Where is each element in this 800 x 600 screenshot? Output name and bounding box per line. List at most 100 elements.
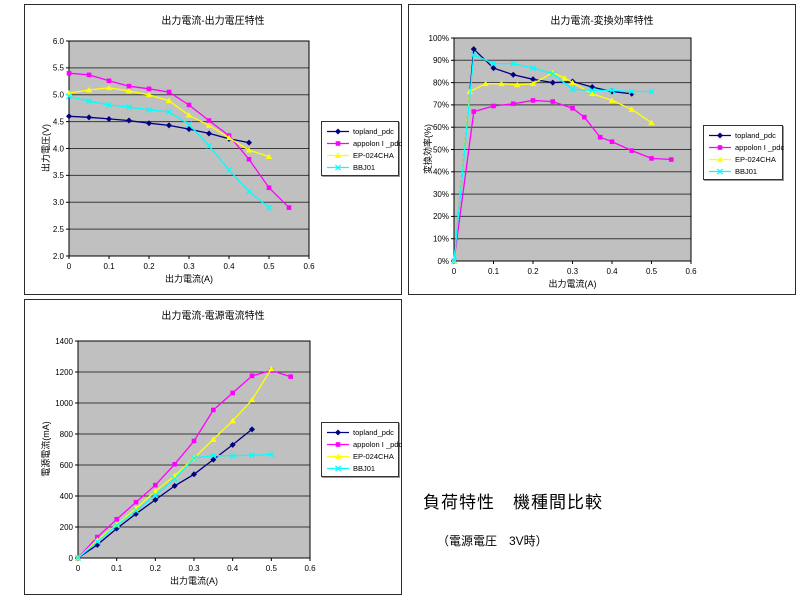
legend-item: appolon I _pdc bbox=[326, 438, 402, 450]
svg-text:6.0: 6.0 bbox=[53, 37, 65, 46]
svg-text:400: 400 bbox=[60, 492, 74, 501]
chart-title: 出力電流-出力電圧特性 bbox=[161, 16, 265, 27]
svg-text:2.5: 2.5 bbox=[53, 225, 65, 234]
svg-text:60%: 60% bbox=[433, 123, 449, 132]
legend-triangle-marker-icon bbox=[327, 152, 349, 158]
svg-text:1200: 1200 bbox=[55, 368, 73, 377]
legend-label: appolon I _pdc bbox=[735, 142, 785, 152]
svg-text:0.4: 0.4 bbox=[606, 267, 618, 276]
output-voltage-plot-area: 2.0 2.5 3.0 3.5 4.0 4.5 5.0 5.5 6.0 0 0.1 0.2 0.3 0.4… bbox=[53, 37, 315, 271]
legend-item: topland_pdc bbox=[708, 129, 778, 141]
svg-text:40%: 40% bbox=[433, 168, 449, 177]
legend-label: topland_pdc bbox=[735, 130, 776, 140]
legend-item: topland_pdc bbox=[326, 426, 394, 438]
svg-text:30%: 30% bbox=[433, 190, 449, 199]
svg-text:0: 0 bbox=[67, 262, 72, 271]
svg-text:0.1: 0.1 bbox=[103, 262, 115, 271]
svg-text:90%: 90% bbox=[433, 56, 449, 65]
legend-label: BBJ01 bbox=[353, 463, 376, 473]
svg-text:800: 800 bbox=[60, 430, 74, 439]
legend-item: appolon I _pdc bbox=[326, 137, 402, 149]
legend-x-marker-icon bbox=[709, 167, 731, 175]
svg-text:0: 0 bbox=[452, 267, 457, 276]
svg-text:3.0: 3.0 bbox=[53, 198, 65, 207]
svg-text:4.5: 4.5 bbox=[53, 117, 65, 126]
svg-text:0.6: 0.6 bbox=[304, 564, 316, 573]
y-axis-label: 電源電流(mA) bbox=[41, 421, 51, 477]
svg-text:0.5: 0.5 bbox=[263, 262, 275, 271]
svg-text:0.2: 0.2 bbox=[143, 262, 155, 271]
svg-text:5.0: 5.0 bbox=[53, 91, 65, 100]
legend-square-marker-icon bbox=[327, 140, 349, 146]
conversion-efficiency-plot-area: 0% 10% 20% 30% 40% 50% 60% 70% 80% 90% 100% 0 0.1 0.2… bbox=[429, 34, 698, 276]
svg-text:10%: 10% bbox=[433, 235, 449, 244]
svg-text:0.3: 0.3 bbox=[567, 267, 579, 276]
x-axis-label: 出力電流(A) bbox=[170, 576, 218, 586]
legend-label: topland_pdc bbox=[353, 126, 394, 136]
legend-label: BBJ01 bbox=[735, 166, 758, 176]
svg-text:0: 0 bbox=[76, 564, 81, 573]
svg-text:4.0: 4.0 bbox=[53, 144, 65, 153]
svg-text:20%: 20% bbox=[433, 212, 449, 221]
legend-item: BBJ01 bbox=[326, 462, 394, 474]
legend-diamond-marker-icon bbox=[327, 128, 349, 134]
legend-triangle-marker-icon bbox=[709, 156, 731, 162]
output-voltage-chart-panel: 出力電流-出力電圧特性 2.0 2.5 3.0 3.5 4.0 4.5 5.0 5.5 6.0 0… bbox=[24, 4, 402, 295]
legend-label: EP-024CHA bbox=[353, 451, 394, 461]
conversion-efficiency-chart-panel: 出力電流-変換効率特性 0% 10% 20% 30% 40% 50% 60% 70% 80% 90… bbox=[408, 4, 796, 295]
x-axis-label: 出力電流(A) bbox=[165, 274, 213, 284]
svg-text:0.3: 0.3 bbox=[183, 262, 195, 271]
legend-x-marker-icon bbox=[327, 163, 349, 171]
svg-text:5.5: 5.5 bbox=[53, 64, 65, 73]
legend-diamond-marker-icon bbox=[709, 132, 731, 138]
legend-label: topland_pdc bbox=[353, 427, 394, 437]
svg-text:200: 200 bbox=[60, 523, 74, 532]
chart-title: 出力電流-変換効率特性 bbox=[550, 16, 654, 27]
page-subheading: （電源電圧 3V時） bbox=[437, 534, 548, 548]
legend-item: EP-024CHA bbox=[326, 450, 394, 462]
legend-label: appolon I _pdc bbox=[353, 138, 403, 148]
legend-item: BBJ01 bbox=[326, 161, 394, 173]
svg-text:0.6: 0.6 bbox=[685, 267, 697, 276]
chart-title: 出力電流-電源電流特性 bbox=[161, 311, 265, 322]
svg-text:0: 0 bbox=[69, 554, 74, 563]
svg-text:0%: 0% bbox=[437, 257, 449, 266]
svg-text:0.5: 0.5 bbox=[266, 564, 278, 573]
y-axis-label: 変換効率(%) bbox=[423, 124, 433, 174]
legend-item: EP-024CHA bbox=[708, 153, 778, 165]
svg-text:0.1: 0.1 bbox=[111, 564, 123, 573]
svg-text:0.4: 0.4 bbox=[227, 564, 239, 573]
legend-item: EP-024CHA bbox=[326, 149, 394, 161]
svg-text:0.4: 0.4 bbox=[223, 262, 235, 271]
svg-text:1400: 1400 bbox=[55, 337, 73, 346]
page-heading: 負荷特性 機種間比較 bbox=[423, 493, 603, 512]
svg-text:0.2: 0.2 bbox=[527, 267, 539, 276]
legend-label: appolon I _pdc bbox=[353, 439, 403, 449]
supply-current-plot-area: 0 200 400 600 800 1000 1200 1400 0 0.1 0.2 0.3 0.4 0.… bbox=[55, 337, 316, 573]
legend-square-marker-icon bbox=[709, 144, 731, 150]
legend-item: topland_pdc bbox=[326, 125, 394, 137]
legend-square-marker-icon bbox=[327, 441, 349, 447]
svg-text:0.2: 0.2 bbox=[150, 564, 162, 573]
svg-text:0.6: 0.6 bbox=[303, 262, 315, 271]
svg-text:0.5: 0.5 bbox=[646, 267, 658, 276]
svg-text:100%: 100% bbox=[429, 34, 449, 43]
legend-item: appolon I _pdc bbox=[708, 141, 784, 153]
supply-current-chart-panel: 出力電流-電源電流特性 0 200 400 600 800 1000 1200 1400 0 0.… bbox=[24, 299, 402, 595]
svg-text:0.3: 0.3 bbox=[188, 564, 200, 573]
svg-text:70%: 70% bbox=[433, 101, 449, 110]
legend-diamond-marker-icon bbox=[327, 429, 349, 435]
legend-label: EP-024CHA bbox=[353, 150, 394, 160]
svg-text:1000: 1000 bbox=[55, 399, 73, 408]
svg-text:2.0: 2.0 bbox=[53, 252, 65, 261]
svg-text:600: 600 bbox=[60, 461, 74, 470]
legend-label: EP-024CHA bbox=[735, 154, 776, 164]
legend-triangle-marker-icon bbox=[327, 453, 349, 459]
legend-item: BBJ01 bbox=[708, 165, 778, 177]
x-axis-label: 出力電流(A) bbox=[548, 279, 597, 289]
svg-text:50%: 50% bbox=[433, 145, 449, 154]
svg-text:3.5: 3.5 bbox=[53, 171, 65, 180]
